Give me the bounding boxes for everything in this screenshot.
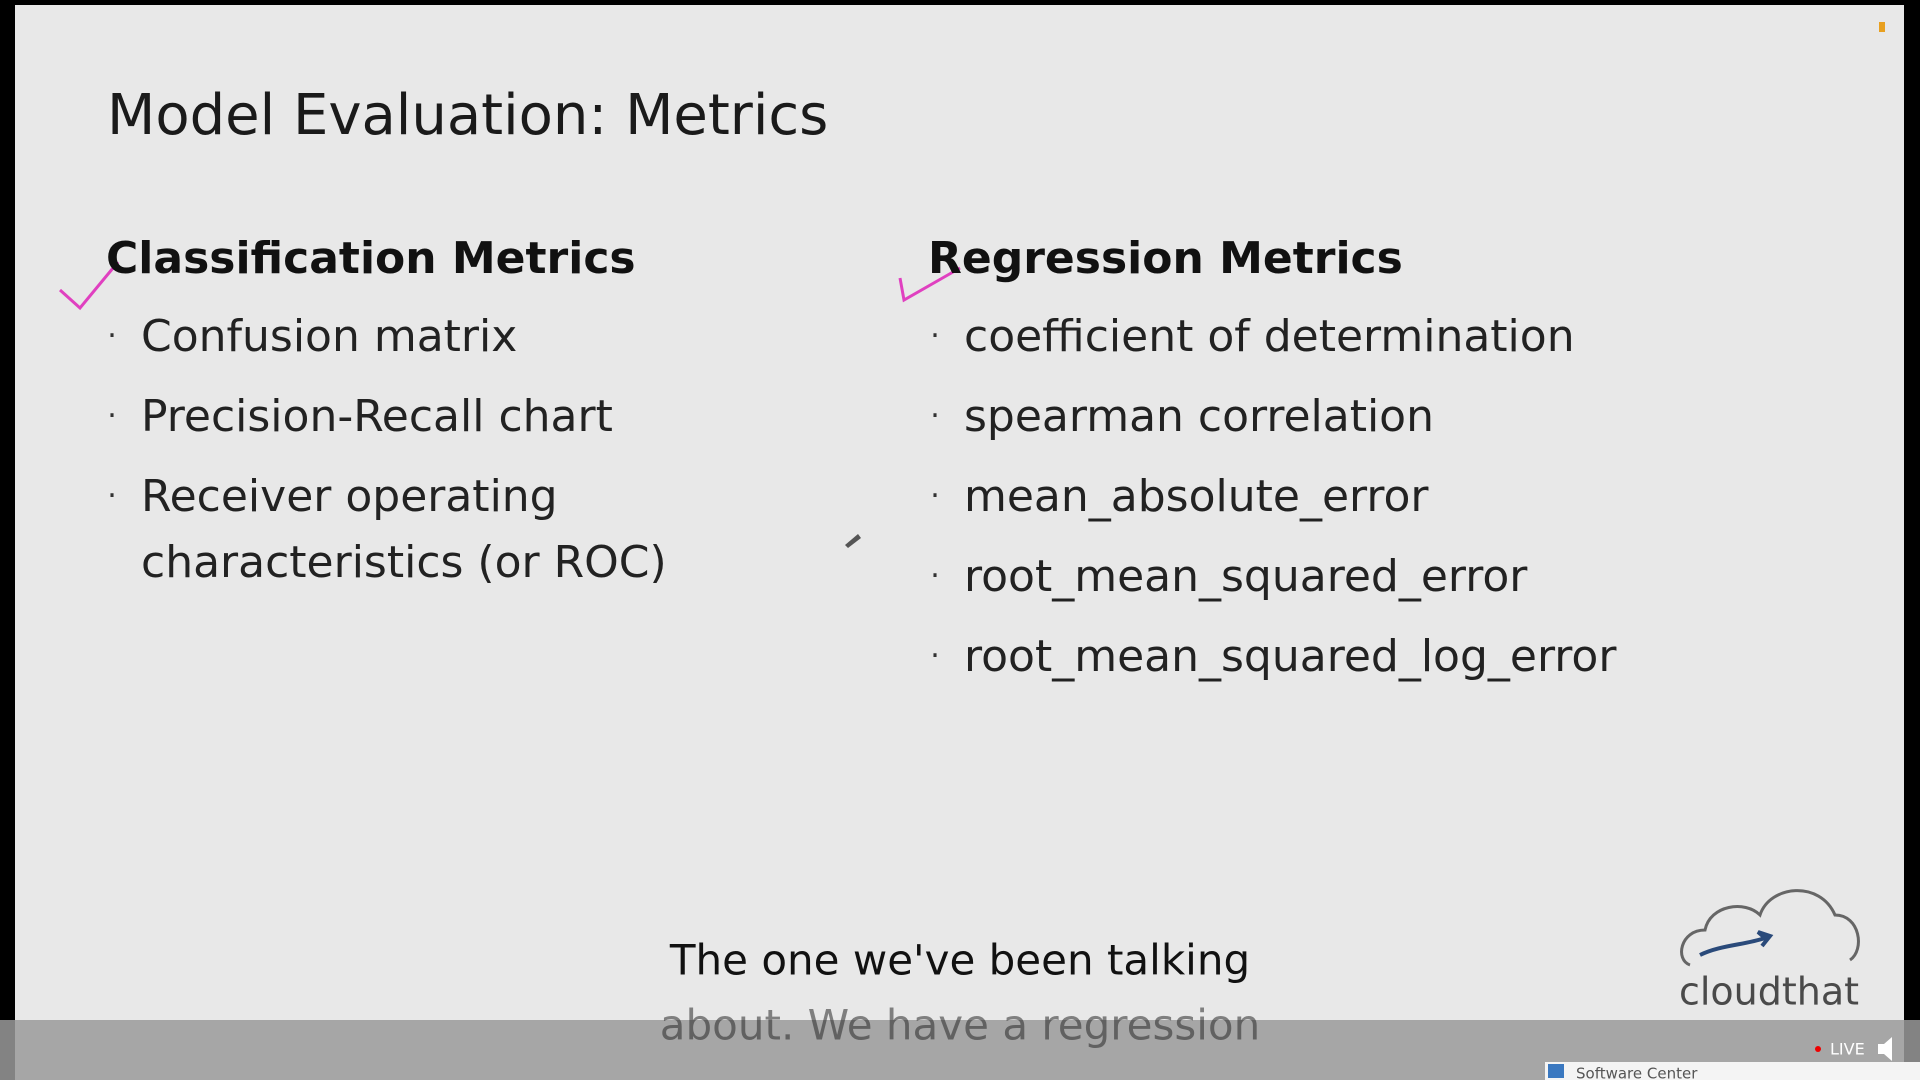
logo-text: cloudthat [1679, 970, 1859, 1014]
list-item: spearman correlation [964, 391, 1434, 442]
list-item: coefficient of determination [964, 311, 1575, 362]
caption-line: The one we've been talking [669, 936, 1250, 985]
bullet: · [107, 399, 117, 434]
list-item: Precision-Recall chart [141, 391, 613, 442]
live-label: LIVE [1830, 1040, 1865, 1059]
list-item: mean_absolute_error [964, 471, 1429, 522]
caption-line: about. We have a regression [660, 1001, 1260, 1050]
taskbar-label[interactable]: Software Center [1576, 1065, 1698, 1080]
bullet: · [930, 399, 940, 434]
logo-cloud [1680, 889, 1860, 967]
indicator [1879, 22, 1885, 32]
taskbar-item [1545, 1062, 1920, 1080]
slide-title: Model Evaluation: Metrics [107, 83, 828, 148]
list-item: characteristics (or ROC) [141, 537, 667, 588]
volume-icon[interactable] [1878, 1037, 1892, 1061]
annotation-check [58, 261, 120, 311]
slide [15, 5, 1904, 1080]
pen-cursor [845, 534, 861, 548]
taskbar-icon [1548, 1064, 1564, 1078]
list-item: Confusion matrix [141, 311, 517, 362]
list-item: Receiver operating [141, 471, 558, 522]
list-item: root_mean_squared_log_error [964, 631, 1617, 682]
bullet: · [930, 479, 940, 514]
list-item: root_mean_squared_error [964, 551, 1528, 602]
logo-arrow [1699, 930, 1774, 957]
bullet: · [930, 639, 940, 674]
annotation-check [898, 266, 961, 303]
column-heading: Regression Metrics [928, 233, 1403, 284]
live-dot [1815, 1046, 1821, 1052]
bullet: · [107, 479, 117, 514]
bullet: · [930, 319, 940, 354]
bullet: · [930, 559, 940, 594]
column-heading: Classification Metrics [106, 233, 636, 284]
bullet: · [107, 319, 117, 354]
